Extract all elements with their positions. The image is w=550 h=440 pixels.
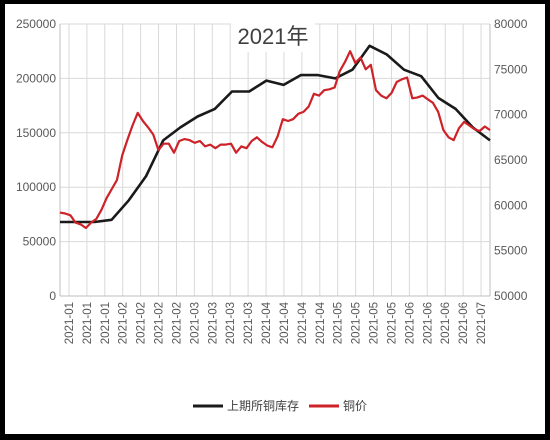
chart-title: 2021年 (238, 24, 309, 49)
x-tick-label: 2021-06 (458, 302, 470, 344)
x-tick-label: 2021-02 (118, 302, 130, 344)
y-right-tick-label: 75000 (494, 62, 528, 76)
x-tick-label: 2021-02 (171, 302, 183, 344)
x-tick-label: 2021-01 (82, 302, 94, 344)
legend: 上期所铜库存 铜价 (193, 398, 367, 413)
chart-frame: 0 50000 100000 150000 200000 250000 50000 55000… (5, 4, 545, 434)
series-line-2 (59, 50, 491, 230)
y-right-tick-label: 50000 (494, 289, 528, 303)
chart-title-group: 2021年 (231, 18, 315, 52)
axes: 0 50000 100000 150000 200000 250000 50000 55000… (16, 17, 528, 344)
x-tick-label: 2021-02 (136, 302, 148, 344)
y-left-tick-label: 100000 (16, 180, 56, 194)
x-tick-label: 2021-06 (404, 302, 416, 344)
x-tick-label: 2021-03 (189, 302, 201, 344)
series-line-1 (60, 44, 491, 224)
x-tick-label: 2021-03 (207, 302, 219, 344)
x-tick-label: 2021-07 (476, 302, 488, 344)
legend-label-1: 上期所铜库存 (227, 398, 299, 413)
y-right-tick-label: 70000 (494, 108, 528, 122)
x-tick-label: 2021-05 (351, 302, 363, 344)
chart-canvas: 0 50000 100000 150000 200000 250000 50000 55000… (16, 17, 528, 413)
y-right-tick-label: 65000 (494, 153, 528, 167)
x-tick-label: 2021-03 (243, 302, 255, 344)
x-tick-label: 2021-05 (386, 302, 398, 344)
y-right-tick-label: 55000 (494, 244, 528, 258)
x-tick-label: 2021-02 (154, 302, 166, 344)
y-left-tick-label: 250000 (16, 17, 56, 31)
y-left-tick-label: 200000 (16, 71, 56, 85)
title-background (231, 18, 315, 52)
x-tick-label: 2021-06 (422, 302, 434, 344)
y-right-tick-label: 60000 (494, 198, 528, 212)
y-left-tick-label: 150000 (16, 126, 56, 140)
y-left-tick-label: 50000 (23, 235, 57, 249)
x-tick-label: 2021-05 (333, 302, 345, 344)
series-area (59, 44, 491, 230)
x-tick-label: 2021-04 (297, 301, 309, 344)
x-tick-label: 2021-05 (369, 302, 381, 344)
x-tick-label: 2021-06 (440, 302, 452, 344)
x-tick-label: 2021-04 (279, 301, 291, 344)
y-right-tick-label: 80000 (494, 17, 528, 31)
x-tick-label: 2021-01 (64, 302, 76, 344)
grid (60, 23, 490, 297)
x-tick-label: 2021-04 (315, 301, 327, 344)
y-left-tick-label: 0 (49, 289, 56, 303)
x-tick-label: 2021-01 (100, 302, 112, 344)
x-tick-label: 2021-03 (225, 302, 237, 344)
x-tick-label: 2021-04 (261, 301, 273, 344)
legend-label-2: 铜价 (343, 398, 367, 413)
